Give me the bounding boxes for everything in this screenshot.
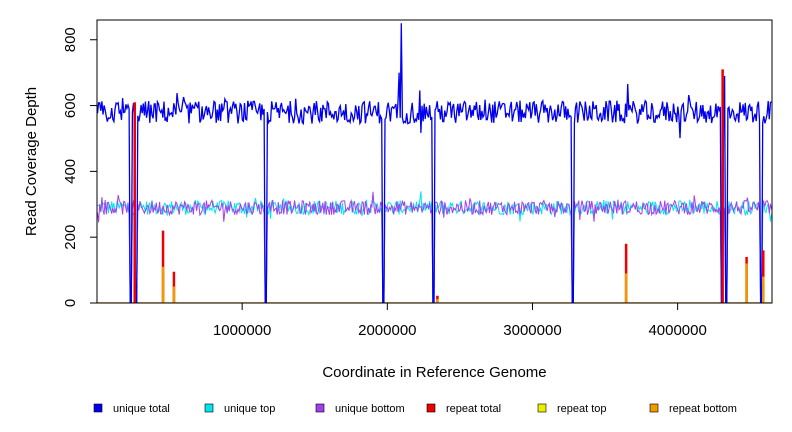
x-tick-label: 1000000 <box>213 322 271 339</box>
legend: unique total unique top unique bottom repea… <box>93 403 737 415</box>
y-tick-label: 800 <box>62 27 79 52</box>
x-tick-label: 2000000 <box>358 322 416 339</box>
y-tick-label: 400 <box>62 159 79 184</box>
legend-swatch <box>315 403 325 413</box>
legend-swatch <box>649 403 659 413</box>
legend-swatch <box>537 403 547 413</box>
legend-label: unique total <box>113 403 170 415</box>
legend-swatch <box>426 403 436 413</box>
y-axis: 0 200 400 600 800 <box>62 27 98 307</box>
plot-area <box>97 23 772 303</box>
x-axis-title: Coordinate in Reference Genome <box>322 364 546 381</box>
legend-label: unique top <box>224 403 275 415</box>
legend-item: repeat top <box>537 403 607 415</box>
legend-item: unique total <box>93 403 170 415</box>
legend-item: unique top <box>204 403 275 415</box>
legend-swatch <box>93 403 103 413</box>
unique-total-line <box>97 23 772 303</box>
x-tick-label: 3000000 <box>503 322 561 339</box>
legend-swatch <box>204 403 214 413</box>
legend-label: unique bottom <box>335 403 405 415</box>
legend-label: repeat bottom <box>669 403 737 415</box>
y-tick-label: 600 <box>62 93 79 118</box>
legend-item: unique bottom <box>315 403 405 415</box>
y-axis-title: Read Coverage Depth <box>23 87 40 236</box>
x-axis: 1000000 2000000 3000000 4000000 <box>213 302 707 339</box>
legend-label: repeat total <box>446 403 501 415</box>
y-tick-label: 200 <box>62 225 79 250</box>
y-tick-label: 0 <box>62 299 79 307</box>
x-tick-label: 4000000 <box>648 322 706 339</box>
legend-item: repeat bottom <box>649 403 737 415</box>
legend-item: repeat total <box>426 403 501 415</box>
legend-label: repeat top <box>557 403 607 415</box>
